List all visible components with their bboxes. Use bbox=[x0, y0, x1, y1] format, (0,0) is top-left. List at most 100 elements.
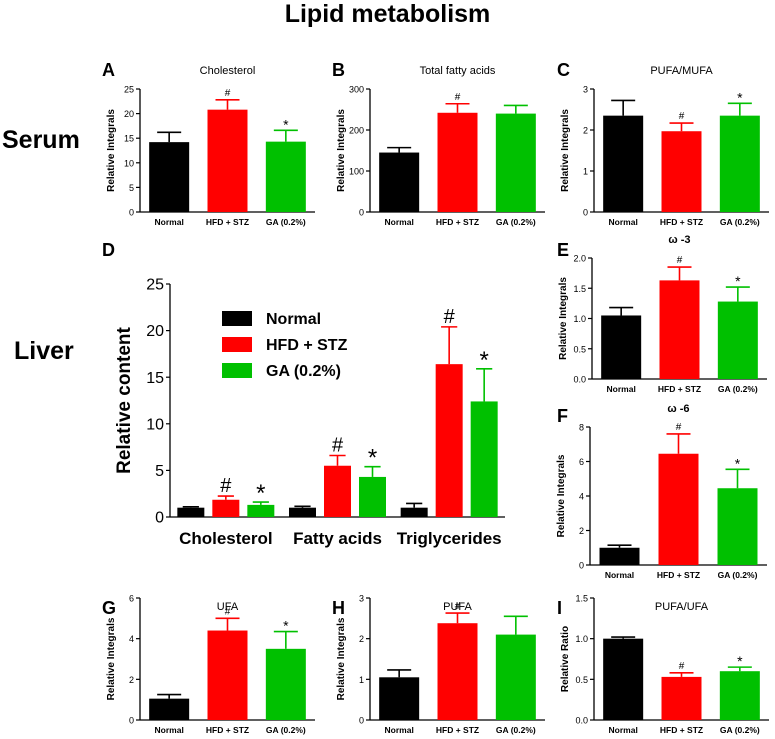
chart-e-bar bbox=[717, 301, 758, 379]
chart-e-bar-significance: * bbox=[735, 273, 741, 289]
chart-e-title: ω -3 bbox=[668, 234, 690, 246]
chart-i-ytick-label: 0.0 bbox=[575, 716, 588, 726]
chart-a-bar-significance: * bbox=[283, 116, 289, 132]
chart-c-bar-significance: # bbox=[679, 111, 685, 122]
chart-g-title: UFA bbox=[217, 601, 239, 613]
chart-f-ylabel: Relative Integrals bbox=[556, 454, 567, 537]
chart-f-ytick-label: 4 bbox=[579, 492, 584, 502]
chart-h-xtick-label: GA (0.2%) bbox=[496, 725, 536, 735]
chart-g-ylabel: Relative Integrals bbox=[106, 617, 117, 700]
chart-a-xtick-label: GA (0.2%) bbox=[266, 217, 306, 227]
chart-e-ytick-label: 1.0 bbox=[573, 314, 586, 324]
chart-i-bar bbox=[603, 638, 644, 720]
chart-d-legend-swatch bbox=[222, 363, 252, 378]
chart-b-ytick-label: 200 bbox=[349, 126, 364, 136]
row-label-serum: Serum bbox=[2, 126, 80, 154]
chart-g-xtick-label: GA (0.2%) bbox=[266, 725, 306, 735]
chart-d-ylabel: Relative content bbox=[114, 326, 135, 473]
chart-a-title: Cholesterol bbox=[200, 65, 256, 77]
chart-d-bar-normal bbox=[289, 507, 316, 517]
chart-i-ytick-label: 1.0 bbox=[575, 634, 588, 644]
chart-b-bar bbox=[495, 113, 536, 212]
chart-d-ytick-label: 25 bbox=[146, 277, 164, 294]
chart-g-ytick-label: 6 bbox=[129, 594, 134, 604]
chart-d-bar-normal bbox=[400, 507, 428, 517]
chart-d-legend-label: Normal bbox=[266, 311, 321, 328]
chart-d-legend-label: HFD + STZ bbox=[266, 337, 348, 354]
chart-h-xtick-label: Normal bbox=[385, 725, 414, 735]
chart-d-bar-ga-significance: * bbox=[479, 347, 488, 374]
panel-letter-a: A bbox=[102, 60, 115, 80]
panel-letter-b: B bbox=[332, 60, 345, 80]
panel-letter-e: E bbox=[557, 240, 570, 260]
chart-c-ytick-label: 0 bbox=[583, 208, 588, 218]
chart-a-bar bbox=[149, 142, 190, 212]
chart-c-title: PUFA/MUFA bbox=[650, 65, 713, 77]
chart-c-ylabel: Relative Integrals bbox=[560, 109, 571, 192]
chart-i-xtick-label: HFD + STZ bbox=[660, 725, 703, 735]
chart-f-ytick-label: 6 bbox=[579, 457, 584, 467]
chart-a-bar-significance: # bbox=[225, 88, 231, 99]
chart-a-ytick-label: 20 bbox=[124, 109, 134, 119]
chart-d-ytick-label: 10 bbox=[146, 416, 164, 433]
chart-e-ytick-label: 0.5 bbox=[573, 344, 586, 354]
panel-letter-i: I bbox=[557, 598, 563, 618]
chart-i-bar-significance: * bbox=[737, 653, 743, 669]
chart-e-xtick-label: HFD + STZ bbox=[658, 384, 701, 394]
chart-c-bar bbox=[661, 131, 702, 212]
panel-letter-h: H bbox=[332, 598, 345, 618]
chart-c-bar bbox=[603, 115, 644, 212]
chart-d-bar-hfd-stz bbox=[212, 499, 240, 517]
chart-c-ytick-label: 1 bbox=[583, 167, 588, 177]
chart-i-bar bbox=[719, 671, 760, 720]
chart-g-xtick-label: HFD + STZ bbox=[206, 725, 249, 735]
chart-e-ytick-label: 1.5 bbox=[573, 284, 586, 294]
chart-a-ytick-label: 10 bbox=[124, 158, 134, 168]
chart-d-ytick-label: 15 bbox=[146, 370, 164, 387]
panel-letter-d: D bbox=[102, 240, 115, 260]
chart-d-bar-hfd-stz bbox=[435, 364, 463, 517]
chart-a-ytick-label: 25 bbox=[124, 85, 134, 95]
chart-i-title: PUFA/UFA bbox=[655, 601, 709, 613]
chart-i-bar bbox=[661, 676, 702, 720]
chart-a-bar bbox=[207, 109, 248, 212]
chart-e-xtick-label: Normal bbox=[607, 384, 636, 394]
chart-c-xtick-label: Normal bbox=[609, 217, 638, 227]
panel-letter-g: G bbox=[102, 598, 117, 618]
chart-h-bar-significance: # bbox=[455, 601, 461, 612]
chart-d-ytick-label: 20 bbox=[146, 323, 164, 340]
chart-i-xtick-label: Normal bbox=[609, 725, 638, 735]
panel-letter-c: C bbox=[557, 60, 570, 80]
chart-a-xtick-label: Normal bbox=[155, 217, 184, 227]
chart-h-ytick-label: 3 bbox=[359, 594, 364, 604]
chart-b-ytick-label: 0 bbox=[359, 208, 364, 218]
chart-a-ytick-label: 0 bbox=[129, 208, 134, 218]
chart-d-bar-hfd-stz bbox=[324, 465, 351, 517]
chart-h-xtick-label: HFD + STZ bbox=[436, 725, 479, 735]
chart-f-ytick-label: 2 bbox=[579, 526, 584, 536]
chart-f-title: ω -6 bbox=[667, 403, 689, 415]
chart-g-bar bbox=[149, 698, 190, 720]
chart-b-xtick-label: Normal bbox=[385, 217, 414, 227]
chart-i-bar-significance: # bbox=[679, 661, 685, 672]
chart-f-xtick-label: HFD + STZ bbox=[657, 570, 700, 580]
chart-f-ytick-label: 0 bbox=[579, 561, 584, 571]
chart-d-bar-ga-significance: * bbox=[368, 445, 377, 472]
chart-b-ytick-label: 300 bbox=[349, 85, 364, 95]
chart-g-bar bbox=[207, 630, 248, 720]
chart-d-bar-ga bbox=[359, 476, 386, 517]
chart-d-bar-hfd-stz-significance: # bbox=[444, 306, 456, 328]
chart-b-bar bbox=[437, 112, 478, 212]
chart-i-ylabel: Relative Ratio bbox=[560, 626, 571, 692]
chart-b-bar-significance: # bbox=[455, 92, 461, 103]
panel-letter-f: F bbox=[557, 406, 568, 426]
chart-d-bar-hfd-stz-significance: # bbox=[332, 434, 344, 456]
chart-b-xtick-label: GA (0.2%) bbox=[496, 217, 536, 227]
chart-d-bar-normal bbox=[177, 507, 205, 517]
chart-d-xtick-label: Triglycerides bbox=[397, 529, 502, 548]
chart-h-title: PUFA bbox=[443, 601, 472, 613]
chart-e-bar-significance: # bbox=[677, 255, 683, 266]
chart-f-bar bbox=[599, 547, 640, 565]
